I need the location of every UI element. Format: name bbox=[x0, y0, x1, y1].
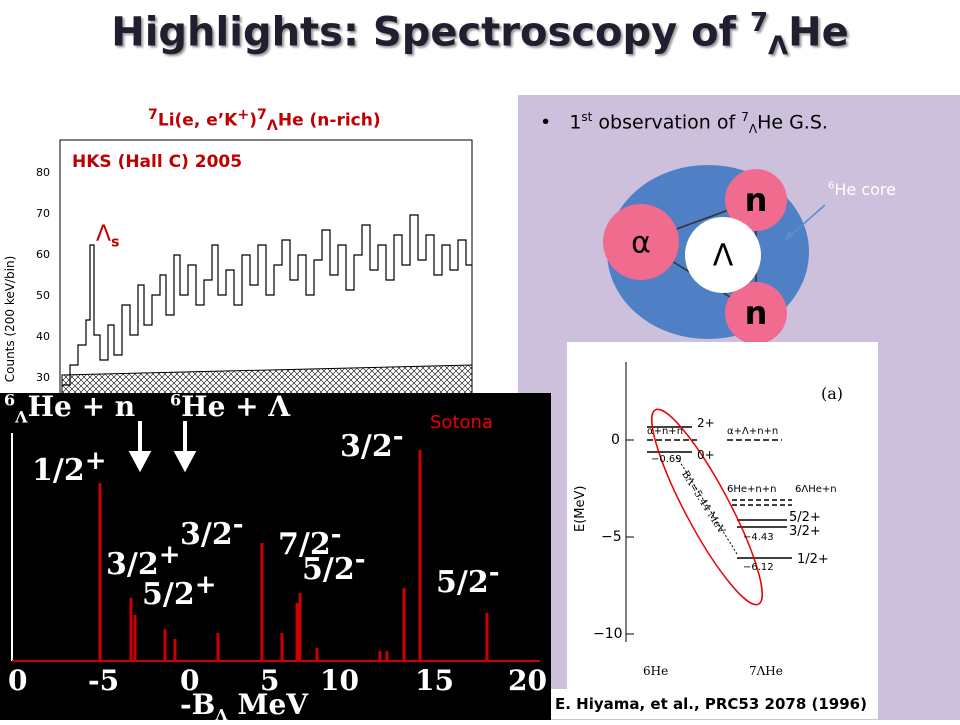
bullet: • 1st observation of 7ΛHe G.S. bbox=[540, 110, 828, 137]
spectrum-plot bbox=[59, 139, 473, 395]
citation: E. Hiyama, et al., PRC53 2078 (1996) bbox=[551, 689, 878, 719]
particle-label: n bbox=[745, 294, 768, 332]
nucleus-label: 6He bbox=[643, 664, 669, 678]
x-tick-label: 15 bbox=[415, 664, 454, 697]
author-label: Sotona bbox=[430, 412, 493, 433]
spin-label: 5/2- bbox=[436, 558, 500, 600]
neutron bbox=[725, 169, 787, 231]
y-tick-label: 40 bbox=[36, 330, 50, 343]
y-tick-label: 70 bbox=[36, 207, 50, 220]
spin-label: 5/2- bbox=[302, 545, 366, 587]
x-tick-label: 10 bbox=[320, 664, 359, 697]
level-label: 6He+n+n bbox=[727, 484, 777, 495]
x-tick-label: 0 bbox=[180, 664, 200, 697]
peak-label: Λs bbox=[96, 222, 120, 251]
nucleus-label: 7ΛHe bbox=[749, 664, 783, 678]
parity: - bbox=[392, 422, 404, 452]
reaction-label: 7Li(e, e’K+)7ΛHe (n-rich) bbox=[148, 107, 381, 135]
cluster-diagram: n α Λ n bbox=[603, 165, 826, 344]
x-tick-label: 20 bbox=[508, 664, 547, 697]
spin: 5/2 bbox=[436, 565, 489, 600]
y-axis-label: Counts (200 keV/bin) bbox=[3, 255, 17, 383]
spin: 3/2 bbox=[340, 429, 393, 464]
parity: + bbox=[194, 570, 217, 600]
frame bbox=[59, 139, 473, 395]
level-axes bbox=[625, 362, 792, 642]
y-axis-label: E(MeV) bbox=[573, 485, 588, 532]
spin: 7/2 bbox=[278, 527, 331, 562]
spin-label: 3/2- bbox=[340, 422, 404, 464]
level-label: −6.12 bbox=[743, 562, 774, 573]
tick-label: 0 bbox=[611, 432, 620, 448]
parity: - bbox=[330, 520, 342, 550]
neutron bbox=[725, 282, 787, 344]
parity: - bbox=[354, 545, 366, 575]
arrow-head bbox=[785, 231, 794, 240]
level-label: −4.43 bbox=[743, 532, 774, 543]
panel-label: (a) bbox=[821, 384, 844, 403]
parity: + bbox=[84, 446, 107, 476]
spin-label: 3/2+ bbox=[106, 540, 181, 582]
level-label: 2+ bbox=[697, 416, 715, 430]
x-tick-label: 5 bbox=[260, 664, 280, 697]
parity: - bbox=[232, 510, 244, 540]
spin-label: 1/2+ bbox=[32, 446, 107, 488]
histogram bbox=[62, 214, 472, 386]
y-tick-label: 80 bbox=[36, 166, 50, 179]
level-label: 5/2+ bbox=[789, 510, 821, 525]
background bbox=[0, 393, 551, 720]
spin: 1/2 bbox=[32, 453, 85, 488]
x-tick-label: 0 bbox=[8, 664, 28, 697]
spin: 5/2 bbox=[302, 552, 355, 587]
levels bbox=[98, 450, 489, 661]
level-label: α+Λ+n+n bbox=[727, 426, 779, 437]
particle-label: Λ bbox=[713, 239, 734, 274]
experiment-label: HKS (Hall C) 2005 bbox=[72, 152, 243, 172]
y-tick-label: 30 bbox=[36, 371, 50, 384]
level-label: −0.69 bbox=[651, 454, 682, 465]
y-tick-label: 60 bbox=[36, 248, 50, 261]
background-hatch bbox=[61, 364, 473, 395]
spin: 3/2 bbox=[180, 517, 233, 552]
parity: + bbox=[158, 540, 181, 570]
particle-label: n bbox=[745, 181, 768, 219]
theory-plot bbox=[0, 393, 551, 720]
x-tick-label: -5 bbox=[88, 664, 120, 697]
parity: - bbox=[488, 558, 500, 588]
level-label: 3/2+ bbox=[789, 524, 821, 539]
threshold-label: 6ΛHe + n bbox=[4, 390, 136, 427]
x-axis-label: -BΛ MeV bbox=[180, 688, 308, 725]
threshold-arrows bbox=[128, 421, 197, 473]
level-scheme: (a) 0 −5 −10 E(MeV) α+n+n α+Λ+n+n 2+ 0+ … bbox=[567, 342, 878, 690]
threshold-label: 6He + Λ bbox=[170, 390, 291, 423]
tick-label: −5 bbox=[601, 529, 622, 545]
level-label: 1/2+ bbox=[797, 552, 829, 567]
spin-label: 7/2- bbox=[278, 520, 342, 562]
slide-title: Highlights: Spectroscopy of 7ΛHe bbox=[111, 8, 849, 62]
level-label: α+n+n bbox=[647, 426, 684, 437]
tick-label: −10 bbox=[593, 626, 623, 642]
spin: 3/2 bbox=[106, 547, 159, 582]
lambda bbox=[685, 217, 761, 293]
spin-label: 5/2+ bbox=[142, 570, 217, 612]
core-label: 6He core bbox=[828, 180, 896, 199]
particle-label: α bbox=[631, 226, 651, 261]
level-label: 6ΛHe+n bbox=[795, 484, 837, 495]
y-tick-label: 50 bbox=[36, 289, 50, 302]
level-label: 0+ bbox=[697, 448, 715, 462]
spin-label: 3/2- bbox=[180, 510, 244, 552]
alpha bbox=[603, 204, 679, 280]
spin: 5/2 bbox=[142, 577, 195, 612]
